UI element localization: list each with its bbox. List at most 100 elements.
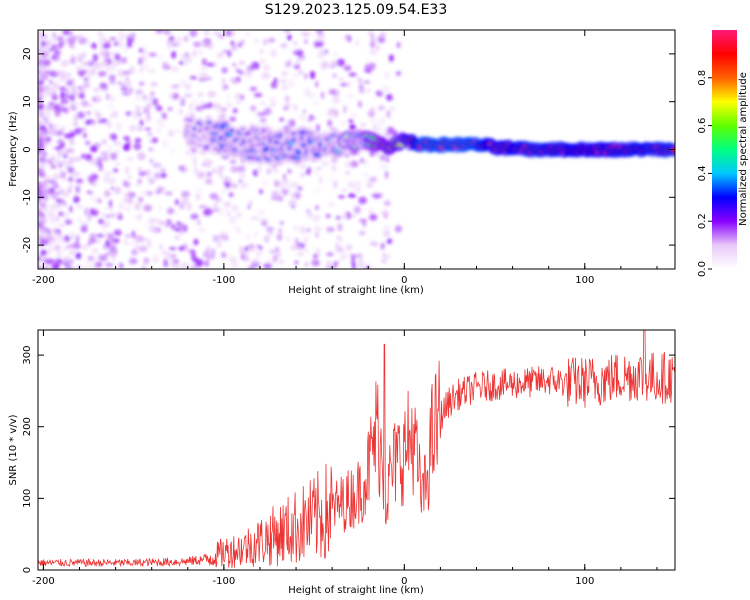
heatmap-cell — [345, 171, 351, 175]
snr-y-tick-label: 0 — [22, 567, 33, 573]
heatmap-cell — [334, 242, 339, 249]
heatmap-cell — [41, 214, 47, 221]
spectrogram-x-ticks: -200 -100 0 100 — [32, 30, 658, 286]
heatmap-cell — [278, 195, 284, 202]
heatmap-cell — [87, 103, 93, 108]
heatmap-cell — [134, 215, 141, 219]
heatmap-cell — [62, 159, 70, 165]
heatmap-cell — [110, 152, 118, 161]
heatmap-cell — [202, 251, 211, 258]
heatmap-cell — [290, 244, 298, 251]
heatmap-cell — [103, 122, 108, 127]
heatmap-cell — [235, 100, 241, 105]
heatmap-cell — [110, 213, 115, 218]
snr-y-label: SNR (10 * v/v) — [8, 414, 19, 485]
heatmap-cell — [195, 193, 201, 201]
heatmap-cell — [50, 156, 56, 164]
heatmap-cell — [123, 136, 130, 141]
heatmap-cell — [326, 260, 332, 267]
heatmap-cell — [134, 243, 139, 250]
heatmap-cell — [59, 126, 67, 131]
heatmap-cell — [295, 191, 301, 200]
heatmap-cell — [156, 118, 162, 125]
heatmap-cell — [80, 224, 88, 233]
heatmap-cell — [204, 30, 210, 36]
heatmap-cell — [163, 258, 168, 266]
heatmap-cell — [123, 181, 131, 188]
heatmap-cell — [101, 213, 106, 217]
heatmap-cell — [52, 226, 56, 232]
heatmap-cell — [129, 257, 138, 265]
heatmap-cell — [157, 220, 166, 226]
heatmap-cell — [226, 253, 230, 260]
heatmap-cell — [230, 165, 239, 173]
heatmap-cell — [114, 162, 121, 166]
heatmap-cell — [38, 52, 42, 60]
heatmap-cell — [375, 90, 384, 97]
heatmap-cell — [166, 207, 175, 215]
heatmap-cell — [349, 160, 359, 168]
colorbar-label: Normalized spectral amplitude — [738, 72, 749, 226]
heatmap-cell — [73, 100, 80, 109]
heatmap-cell — [319, 48, 325, 54]
heatmap-cell — [329, 108, 337, 114]
heatmap-cell — [281, 84, 289, 91]
heatmap-cell — [185, 150, 190, 155]
heatmap-cell — [124, 70, 134, 74]
heatmap-cell — [148, 147, 154, 152]
heatmap-cell — [56, 191, 63, 195]
spectrogram-x-tick-label: -100 — [213, 275, 236, 286]
heatmap-cell — [69, 249, 74, 256]
heatmap-cell — [42, 188, 49, 195]
heatmap-cell — [369, 49, 377, 55]
heatmap-cell — [381, 128, 389, 132]
heatmap-cell — [160, 167, 166, 174]
heatmap-cell — [42, 37, 52, 44]
heatmap-cell — [346, 80, 352, 88]
heatmap-cell — [82, 265, 92, 269]
spectrogram-x-label: Height of straight line (km) — [288, 285, 424, 296]
heatmap-cell — [256, 112, 265, 117]
heatmap-cell — [61, 191, 70, 198]
colorbar-tick-label: 0.6 — [697, 118, 708, 134]
heatmap-cell — [184, 61, 188, 66]
heatmap-cell — [231, 63, 237, 67]
heatmap-cell — [106, 66, 112, 73]
heatmap-cell — [104, 170, 113, 176]
heatmap-cell — [62, 154, 68, 159]
heatmap-cell — [167, 45, 172, 51]
heatmap-cell — [299, 226, 306, 234]
heatmap-cell — [324, 112, 330, 116]
heatmap-cell — [251, 61, 260, 70]
heatmap-cell — [143, 204, 153, 212]
heatmap-cell — [76, 204, 83, 210]
heatmap-cell — [57, 163, 63, 168]
heatmap-cell — [332, 96, 340, 104]
heatmap-cell — [350, 112, 358, 118]
heatmap-cell — [394, 225, 402, 233]
heatmap-cell — [56, 159, 60, 163]
heatmap-cell — [161, 113, 168, 121]
heatmap-cell — [113, 229, 122, 236]
heatmap-cell — [79, 53, 85, 59]
heatmap-cell — [61, 212, 70, 220]
heatmap-cell — [269, 229, 273, 238]
heatmap-cell — [164, 190, 168, 196]
heatmap-cell — [386, 238, 393, 245]
heatmap-cell — [106, 232, 111, 241]
heatmap-cell — [137, 152, 146, 161]
heatmap-cell — [222, 50, 228, 54]
heatmap-cell — [39, 110, 43, 116]
heatmap-cell — [145, 118, 152, 122]
heatmap-cell — [316, 124, 320, 133]
heatmap-cell — [383, 225, 390, 231]
heatmap-cell — [198, 50, 203, 55]
heatmap-cell — [285, 95, 290, 102]
heatmap-cell — [81, 62, 88, 67]
heatmap-cell — [384, 200, 391, 207]
heatmap-cell — [93, 62, 98, 71]
heatmap-cell — [344, 152, 349, 159]
heatmap-cell — [274, 169, 278, 174]
heatmap-cell — [171, 84, 180, 89]
heatmap-cell — [252, 258, 260, 263]
